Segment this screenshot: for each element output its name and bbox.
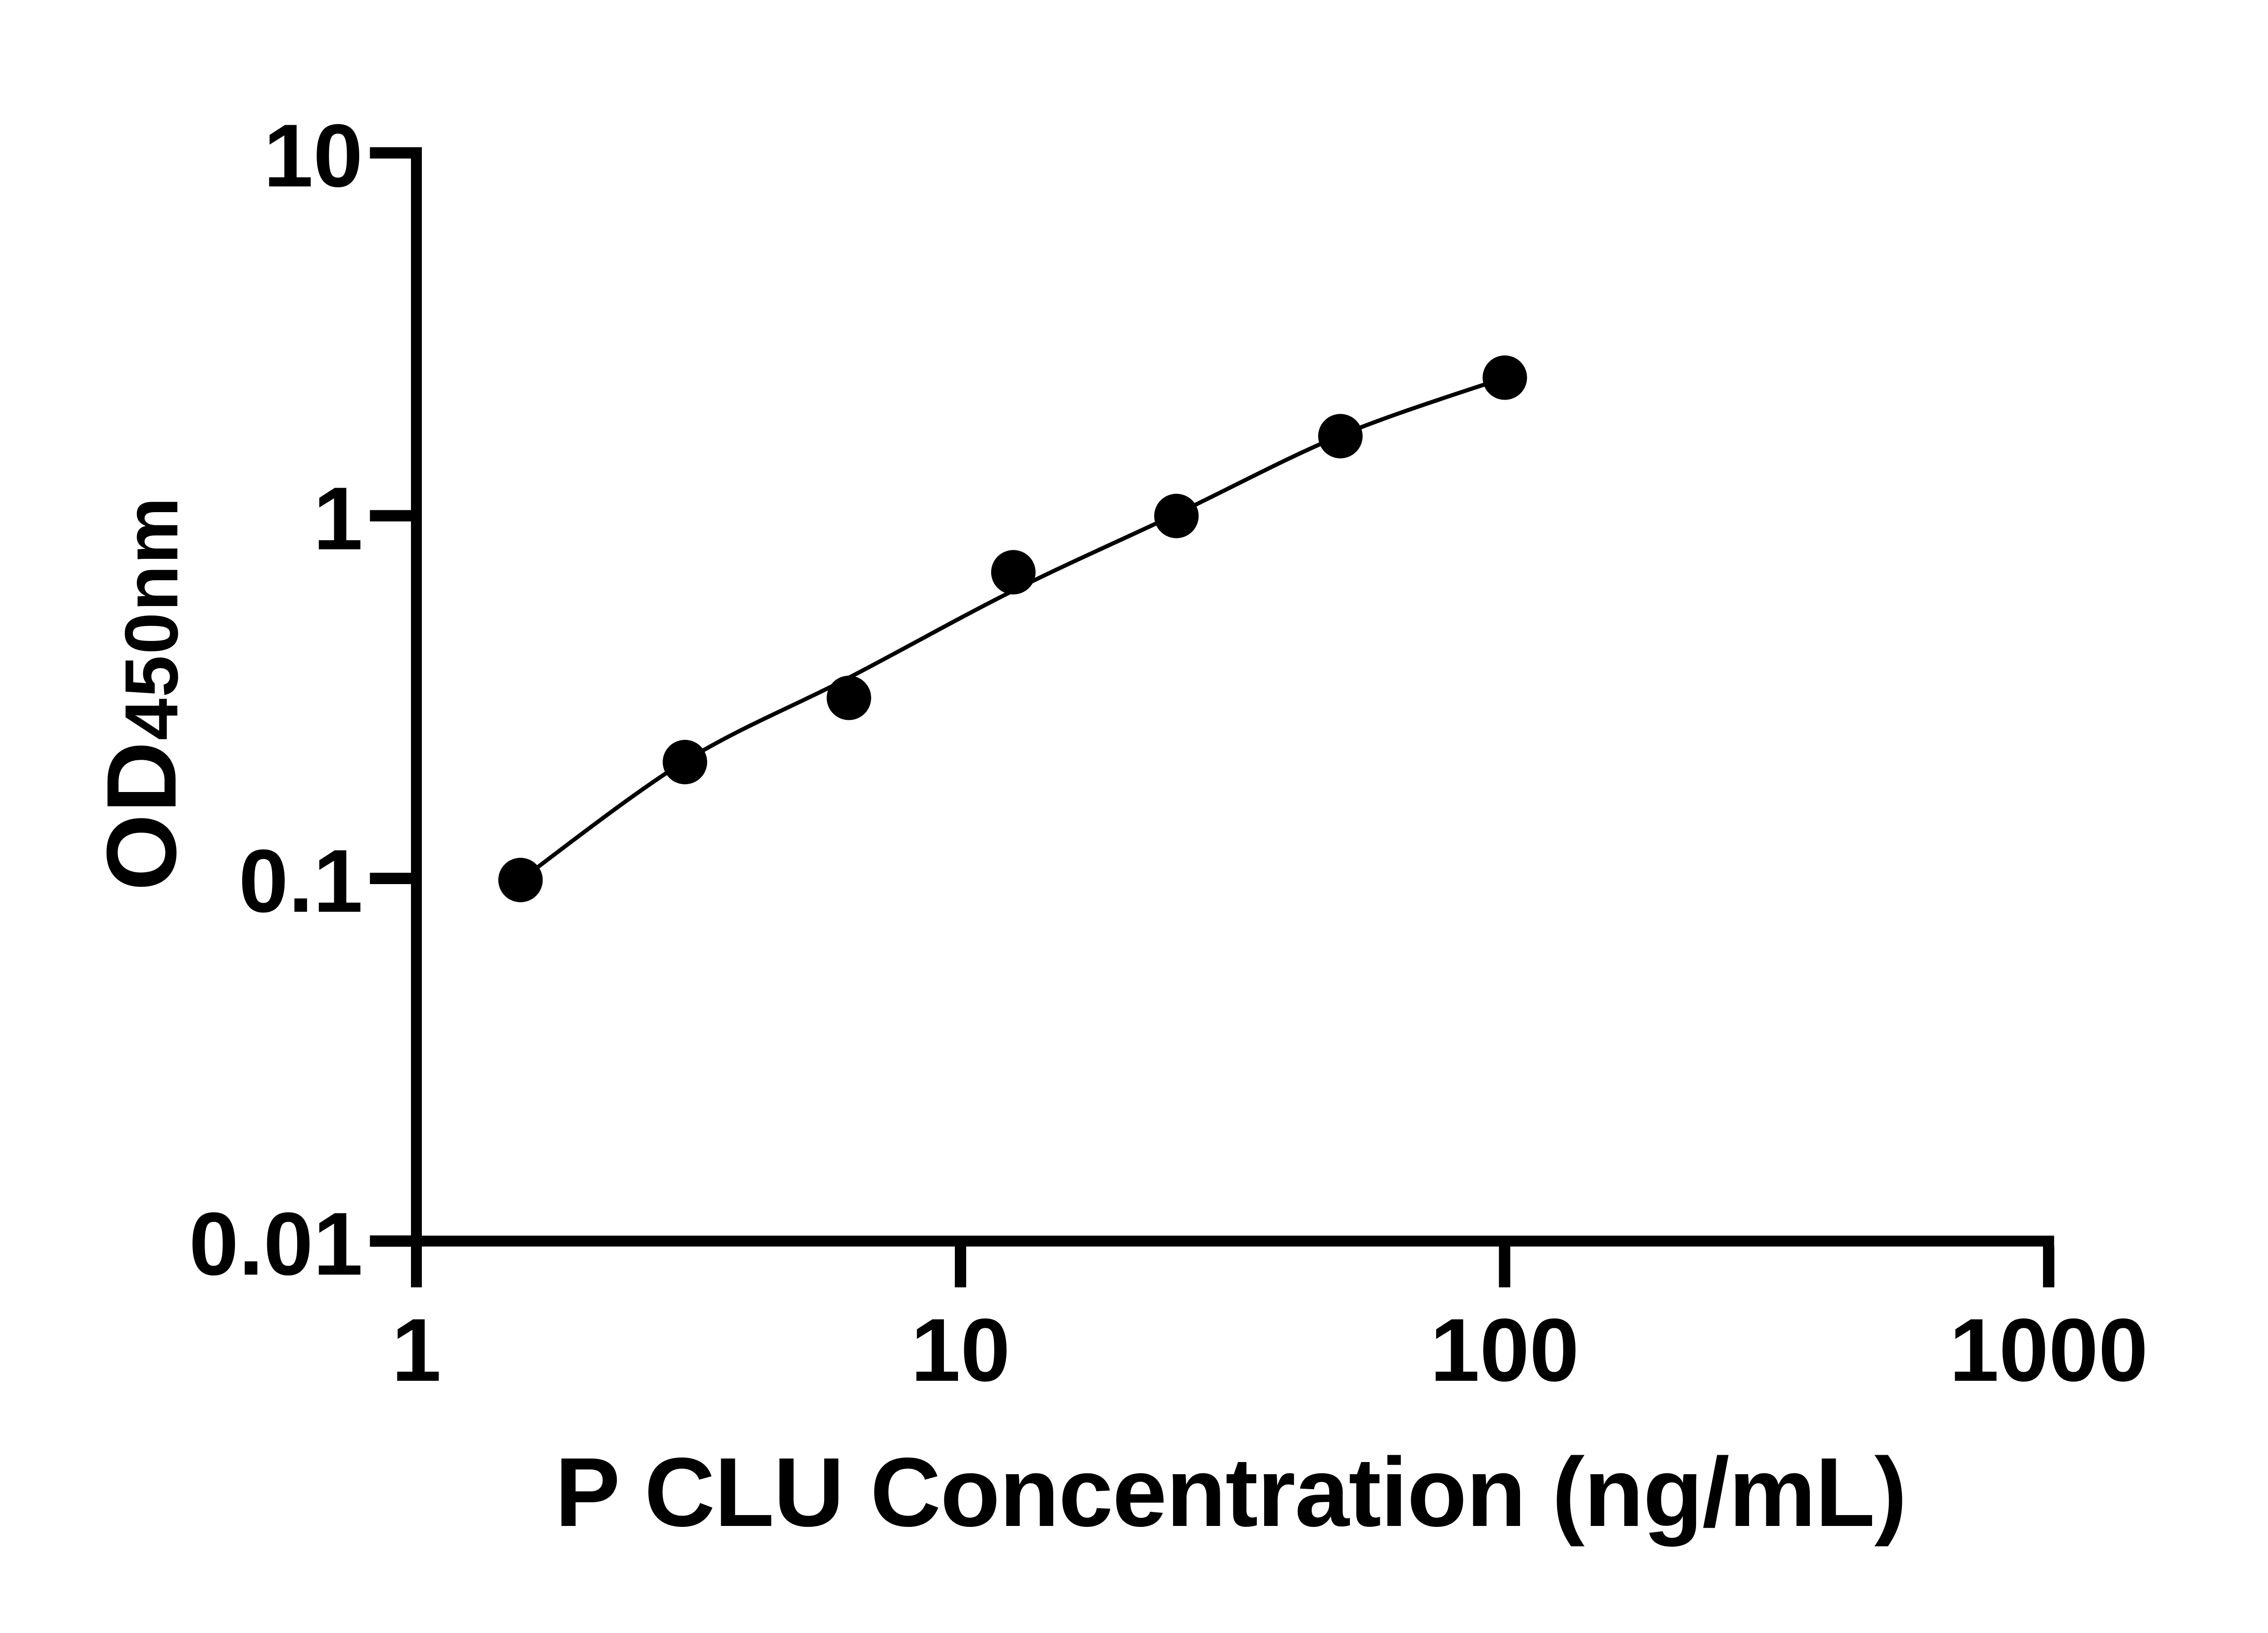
svg-text:OD450nm: OD450nm [87,496,197,891]
svg-text:1: 1 [313,469,363,568]
svg-text:10: 10 [264,106,363,205]
svg-text:0.01: 0.01 [189,1194,363,1294]
svg-text:0.1: 0.1 [239,831,363,931]
svg-text:10: 10 [911,1300,1010,1400]
svg-text:1: 1 [391,1300,441,1400]
svg-text:1000: 1000 [1949,1300,2148,1400]
svg-text:P CLU Concentration (ng/mL): P CLU Concentration (ng/mL) [555,1437,1906,1547]
svg-text:100: 100 [1430,1300,1579,1400]
